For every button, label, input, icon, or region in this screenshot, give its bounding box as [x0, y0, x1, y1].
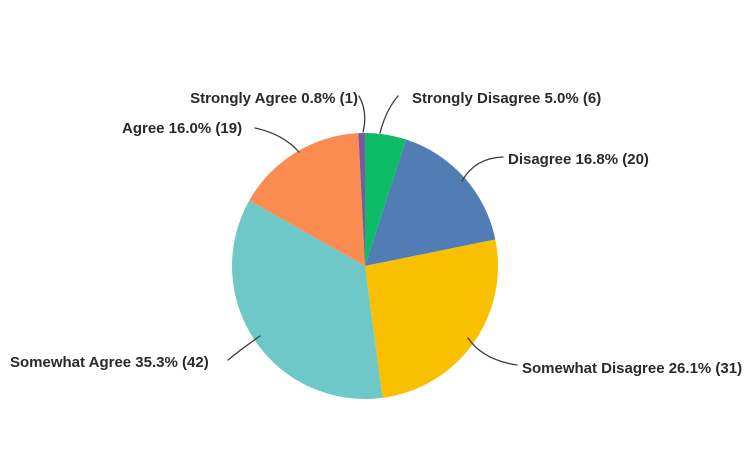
leader-line-somewhat-disagree [467, 337, 518, 366]
slice-label-strongly-agree: Strongly Agree 0.8% (1) [190, 90, 358, 107]
slice-label-strongly-disagree: Strongly Disagree 5.0% (6) [412, 90, 602, 107]
pie-slice-somewhat-agree [232, 200, 383, 399]
slice-label-agree: Agree 16.0% (19) [122, 120, 243, 137]
pie-slice-agree [249, 133, 365, 266]
leader-line-strongly-agree [358, 95, 366, 133]
pie-slice-disagree [365, 139, 496, 266]
leader-line-strongly-disagree [379, 95, 399, 134]
pie-slice-somewhat-disagree [365, 239, 498, 398]
pie-slice-strongly-disagree [365, 133, 407, 266]
slice-label-somewhat-disagree: Somewhat Disagree 26.1% (31) [522, 360, 743, 377]
leader-line-agree [254, 127, 300, 153]
leader-line-somewhat-agree [227, 335, 261, 361]
leader-line-disagree [461, 156, 504, 182]
slice-label-somewhat-agree: Somewhat Agree 35.3% (42) [10, 354, 209, 371]
slice-label-disagree: Disagree 16.8% (20) [508, 151, 649, 168]
pie-slice-strongly-agree [358, 133, 365, 266]
